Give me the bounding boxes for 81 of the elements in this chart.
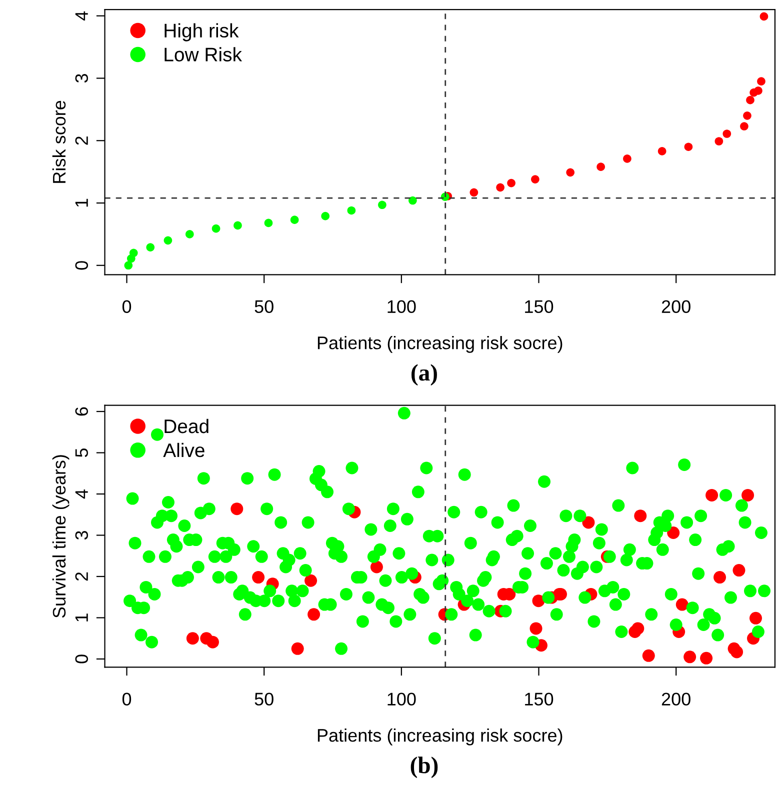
point [732,564,746,577]
legend-label: High risk [164,23,239,42]
point [146,243,155,252]
x-axis-title: Patients (increasing risk socre) [318,336,562,353]
x-tick-label: 150 [525,300,554,314]
point [347,206,356,215]
point [212,224,220,233]
point [234,221,242,230]
legend-label: Alive [163,442,204,458]
x-tick-label: 150 [525,692,554,706]
point [129,248,138,258]
point [746,96,754,104]
point [291,642,304,655]
y-tick-label: 0 [75,654,88,664]
point [164,236,172,245]
x-tick-label: 0 [122,300,132,314]
point [264,218,273,228]
point [408,196,417,205]
point [252,571,265,584]
y-tick-label: 4 [75,489,88,499]
point [321,212,330,220]
point [714,571,726,584]
y-tick-label: 3 [75,74,88,83]
point [186,632,199,645]
x-axis-title: Patients (increasing risk socre) [318,728,562,746]
y-tick-label: 4 [75,11,88,20]
point [185,230,194,238]
point [623,154,632,163]
point [531,175,540,184]
text: (a) [412,364,437,386]
point [308,608,320,621]
point [596,162,605,171]
point [740,122,748,130]
y-tick-label: 1 [75,614,88,622]
x-tick-label: 0 [122,692,132,706]
y-tick-label: 6 [75,407,88,416]
y-axis-title: Risk score [52,100,66,183]
point [206,636,219,648]
point [658,147,666,156]
y-tick-label: 2 [75,572,88,581]
point [496,183,504,192]
point [714,137,724,146]
point [722,130,732,138]
point [642,649,655,662]
text: (b) [410,756,438,778]
point [684,142,693,152]
point [754,86,762,95]
point [757,77,766,86]
y-tick-label: 3 [75,531,88,540]
point [290,216,299,224]
point [700,652,713,664]
point [566,168,575,177]
point [634,510,647,522]
y-tick-label: 0 [75,261,88,270]
point [530,622,542,635]
point [304,574,318,587]
x-tick-label: 100 [388,300,416,314]
point [684,650,696,664]
x-tick-label: 100 [388,692,416,706]
legend-label: Dead [164,418,208,434]
x-tick-label: 200 [662,300,690,314]
y-axis-title: Survival time (years) [52,455,70,618]
x-tick-label: 50 [254,692,274,706]
y-tick-label: 1 [75,198,88,207]
point [706,488,718,502]
y-tick-label: 2 [75,136,88,145]
point [749,612,762,624]
point [470,188,478,197]
point [230,502,244,516]
y-tick-label: 5 [75,448,88,458]
point [730,646,744,658]
point [628,626,642,638]
legend-label: Low Risk [164,47,242,62]
point [507,178,516,188]
point [760,12,768,21]
point [743,112,752,120]
point [378,200,386,210]
point [370,560,383,574]
point [742,488,754,502]
x-tick-label: 50 [254,300,274,314]
x-tick-label: 200 [662,692,690,706]
